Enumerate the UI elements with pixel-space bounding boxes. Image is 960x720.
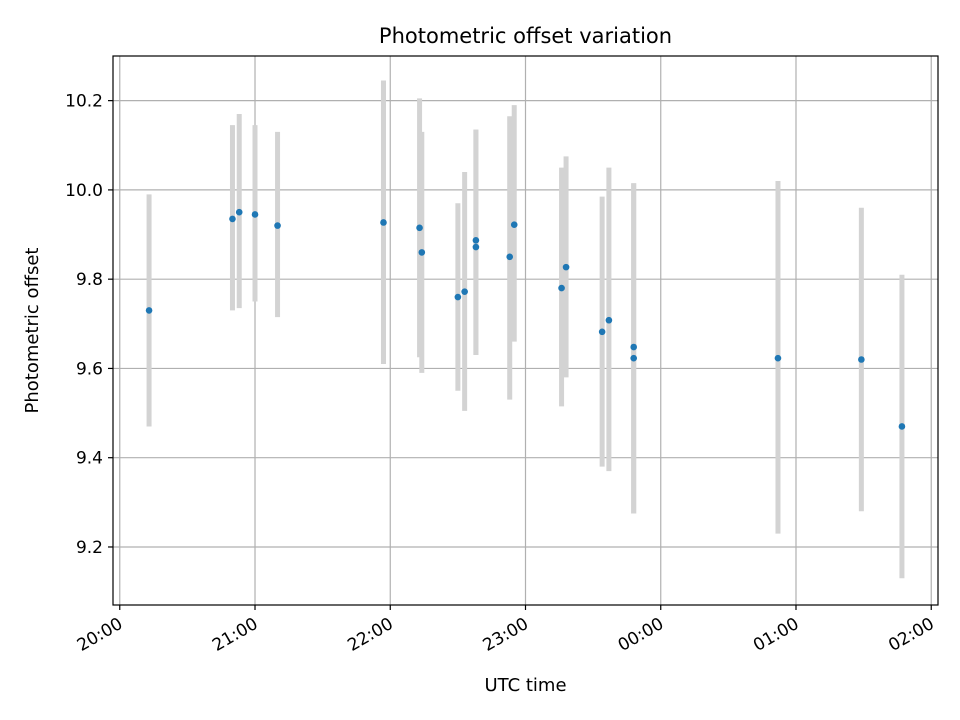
y-tick-label: 9.2: [76, 538, 103, 558]
x-axis-title: UTC time: [484, 675, 566, 696]
data-point: [472, 243, 480, 251]
data-point: [774, 354, 782, 362]
data-point: [461, 288, 468, 295]
grid-layer: [113, 56, 938, 605]
y-tick-label: 10.2: [65, 92, 103, 112]
data-point: [858, 356, 865, 363]
data-point: [630, 343, 637, 351]
data-point: [235, 208, 243, 216]
data-point: [380, 219, 387, 226]
data-point: [562, 263, 570, 271]
y-tick-label: 10.0: [65, 181, 103, 201]
data-point: [145, 307, 153, 314]
data-point: [598, 328, 606, 336]
data-point: [418, 249, 426, 256]
y-tick-label: 9.8: [76, 270, 103, 290]
data-point: [454, 293, 462, 301]
y-axis-ticks: 9.2 9.4 9.6 9.8 10.0 10.2: [65, 92, 113, 558]
data-point: [274, 222, 281, 229]
data-point: [630, 354, 637, 362]
data-point: [510, 221, 518, 229]
data-point: [229, 215, 236, 223]
data-point: [416, 224, 423, 232]
data-point: [898, 423, 906, 430]
data-point: [251, 211, 259, 218]
chart-title: Photometric offset variation: [379, 24, 672, 48]
data-point: [506, 253, 514, 261]
data-point-layer: [145, 208, 906, 430]
data-point: [605, 316, 613, 324]
y-axis-title: Photometric offset: [22, 248, 43, 414]
y-tick-label: 9.6: [76, 359, 103, 379]
data-point: [558, 284, 565, 292]
data-point: [472, 237, 480, 244]
y-tick-label: 9.4: [76, 449, 103, 469]
